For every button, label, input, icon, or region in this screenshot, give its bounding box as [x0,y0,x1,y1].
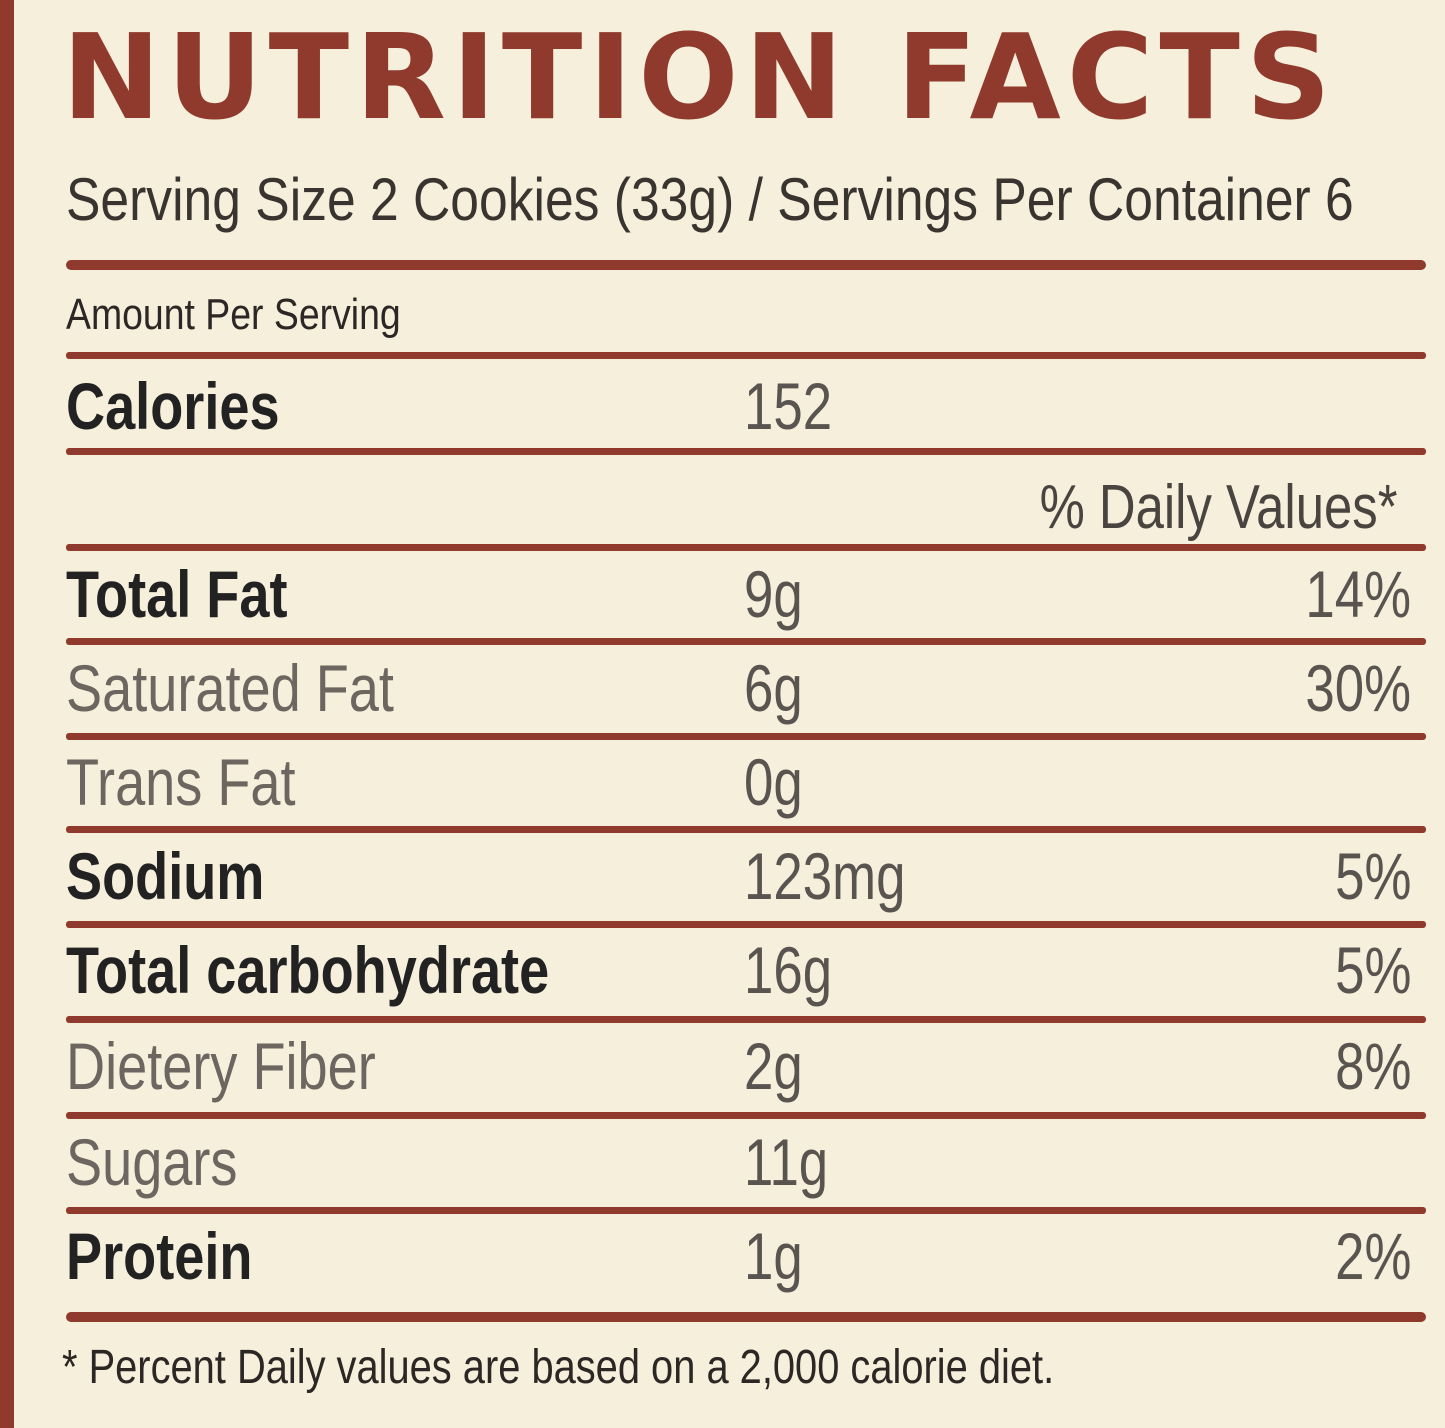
nutrient-amount: 1g [744,1219,803,1293]
amount-per-serving: Amount Per Serving [66,290,401,339]
divider [66,733,1426,740]
nutrient-name: Saturated Fat [66,651,394,725]
divider [66,826,1426,833]
nutrient-row-dietary-fiber: Dietery Fiber 2g 8% [14,1026,1445,1106]
calories-label: Calories [66,369,280,443]
divider [66,1112,1426,1119]
divider [66,544,1426,551]
nutrient-name: Dietery Fiber [66,1029,376,1103]
nutrient-amount: 16g [744,933,833,1007]
nutrient-amount: 123mg [744,839,906,913]
label-title: NUTRITION FACTS [62,8,1337,146]
nutrient-amount: 11g [744,1125,829,1199]
divider [66,1312,1426,1322]
nutrient-amount: 6g [744,651,803,725]
nutrient-dv: 5% [1334,933,1411,1007]
nutrient-row-total-fat: Total Fat 9g 14% [14,554,1445,634]
divider [66,448,1426,455]
nutrient-row-sugars: Sugars 11g [14,1122,1445,1202]
calories-value: 152 [744,369,833,443]
nutrient-name: Sodium [66,839,265,913]
divider [66,1016,1426,1023]
nutrient-dv: 8% [1334,1029,1411,1103]
nutrient-row-trans-fat: Trans Fat 0g [14,742,1445,822]
nutrient-row-saturated-fat: Saturated Fat 6g 30% [14,648,1445,728]
nutrient-row-total-carbohydrate: Total carbohydrate 16g 5% [14,930,1445,1010]
divider [66,638,1426,645]
daily-values-header: % Daily Values* [1039,473,1397,542]
nutrient-dv: 5% [1334,839,1411,913]
nutrient-amount: 9g [744,557,803,631]
divider [66,260,1426,270]
serving-info: Serving Size 2 Cookies (33g) / Servings … [66,166,1354,233]
nutrient-name: Trans Fat [66,745,296,819]
divider [66,1207,1426,1214]
nutrient-dv: 14% [1305,557,1411,631]
divider [66,921,1426,928]
nutrient-row-protein: Protein 1g 2% [14,1216,1445,1296]
nutrient-name: Total Fat [66,557,288,631]
calories-row: Calories 152 [14,366,1445,446]
nutrient-dv: 30% [1305,651,1411,725]
footnote: * Percent Daily values are based on a 2,… [62,1341,1055,1394]
nutrient-row-sodium: Sodium 123mg 5% [14,836,1445,916]
nutrient-amount: 0g [744,745,803,819]
nutrient-name: Protein [66,1219,253,1293]
nutrient-dv: 2% [1334,1219,1411,1293]
divider [66,352,1426,359]
nutrient-name: Total carbohydrate [66,933,550,1007]
nutrient-name: Sugars [66,1125,238,1199]
nutrient-amount: 2g [744,1029,803,1103]
